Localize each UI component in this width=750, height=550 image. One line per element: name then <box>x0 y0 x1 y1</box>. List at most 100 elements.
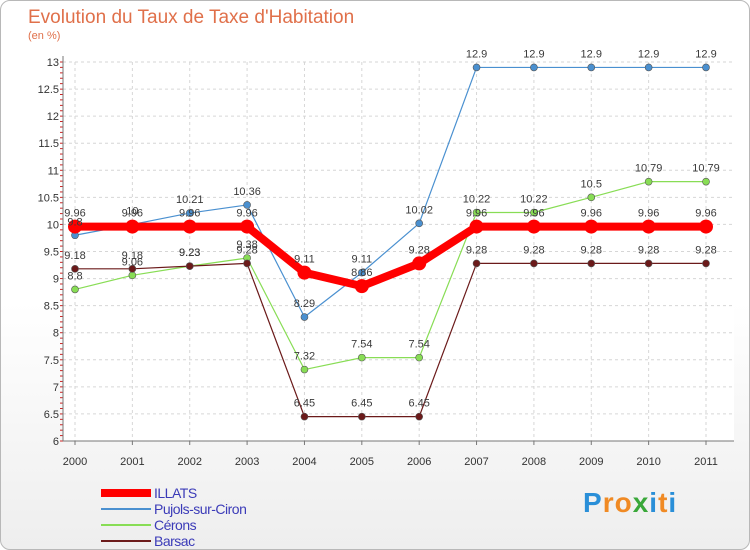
data-point <box>415 412 423 421</box>
y-tick-label: 6.5 <box>44 409 59 421</box>
data-label: 8.8 <box>67 270 82 282</box>
data-label: 8.86 <box>351 267 372 279</box>
data-label: 10.02 <box>405 204 433 216</box>
y-tick-label: 6 <box>53 436 59 448</box>
data-point <box>641 219 656 234</box>
legend-swatch <box>101 524 151 526</box>
data-point <box>182 219 197 234</box>
x-tick-label: 2010 <box>636 456 660 468</box>
data-label: 9.06 <box>122 256 143 268</box>
data-label: 9.28 <box>466 244 487 256</box>
data-point <box>530 259 538 268</box>
data-point <box>472 208 481 217</box>
logo-letter: r <box>602 487 615 518</box>
x-tick-label: 2001 <box>120 456 144 468</box>
legend-swatch <box>101 508 151 510</box>
data-point <box>587 259 596 268</box>
data-point <box>472 259 481 268</box>
data-point <box>243 259 251 268</box>
data-label: 7.32 <box>294 351 315 363</box>
chart-title: Evolution du Taux de Taxe d'Habitation <box>28 7 355 28</box>
data-label: 6.45 <box>351 398 372 410</box>
logo-letter: i <box>649 487 659 518</box>
data-label: 9.96 <box>581 208 602 220</box>
legend-swatch <box>101 540 151 542</box>
y-tick-label: 7.5 <box>44 355 59 367</box>
legend-label: Cérons <box>154 517 197 533</box>
data-point <box>128 271 137 280</box>
series-line-0 <box>71 222 710 291</box>
data-point <box>185 209 194 217</box>
series-line-2 <box>74 181 707 371</box>
data-label: 9.96 <box>523 208 544 220</box>
data-label: 9.23 <box>179 247 200 259</box>
data-label: 9.28 <box>236 244 257 256</box>
y-tick-label: 9.5 <box>44 247 59 259</box>
chart-subtitle: (en %) <box>28 30 61 42</box>
data-point <box>587 63 596 72</box>
x-tick-label: 2011 <box>694 456 718 468</box>
data-label: 12.9 <box>695 48 716 60</box>
data-point <box>699 219 713 234</box>
data-point <box>125 219 140 234</box>
data-point <box>68 219 82 234</box>
legend-swatch <box>101 489 151 497</box>
data-label: 12.9 <box>466 48 487 60</box>
data-label: 12.9 <box>523 48 544 60</box>
logo-letter: i <box>668 487 678 518</box>
data-point <box>71 265 79 273</box>
data-label: 9.96 <box>122 208 143 220</box>
data-point <box>702 63 710 72</box>
data-point <box>300 412 309 421</box>
y-tick-label: 11.5 <box>38 138 59 150</box>
data-label: 9.96 <box>64 208 85 220</box>
data-label: 9.11 <box>294 254 315 266</box>
data-point <box>469 219 484 234</box>
y-tick-label: 12 <box>47 111 59 123</box>
data-label: 9.11 <box>352 254 373 266</box>
data-point <box>354 279 369 294</box>
proxiti-logo: Proxiti <box>583 487 677 519</box>
y-tick-label: 10.5 <box>38 192 59 204</box>
data-point <box>358 268 366 277</box>
data-label: 9.38 <box>236 239 257 251</box>
data-point <box>185 262 194 270</box>
data-label: 9.28 <box>695 244 716 256</box>
data-point <box>472 63 481 72</box>
data-label: 9.18 <box>64 250 85 262</box>
series-line-1 <box>74 66 707 318</box>
y-tick-label: 13 <box>47 57 59 69</box>
data-point <box>415 219 423 228</box>
data-label: 9.96 <box>236 208 257 220</box>
data-point <box>526 219 541 234</box>
data-point <box>240 219 255 234</box>
y-tick-label: 10 <box>47 219 59 231</box>
x-tick-label: 2006 <box>407 456 431 468</box>
data-point <box>587 193 596 202</box>
data-label: 12.9 <box>581 48 602 60</box>
logo-letter: x <box>632 487 650 518</box>
series-line-3 <box>74 262 707 418</box>
data-label: 9.96 <box>179 208 200 220</box>
legend-label: Barsac <box>154 533 195 549</box>
data-point <box>644 63 653 72</box>
data-label: 10.21 <box>176 194 204 206</box>
data-label: 9.96 <box>466 208 487 220</box>
data-label: 6.45 <box>294 398 315 410</box>
data-label: 10.5 <box>581 178 602 190</box>
data-label: 9.96 <box>638 208 659 220</box>
data-label: 10.22 <box>463 194 491 206</box>
data-label: 9.28 <box>638 244 659 256</box>
data-label: 9.18 <box>122 250 143 262</box>
data-point <box>412 256 427 271</box>
y-tick-label: 8.5 <box>44 301 59 313</box>
data-point <box>128 265 137 273</box>
data-label: 6.45 <box>408 398 429 410</box>
data-point <box>71 285 79 294</box>
y-tick-label: 8 <box>53 328 59 340</box>
data-label: 10.79 <box>635 163 663 175</box>
logo-letter: P <box>583 487 603 518</box>
data-label: 9.28 <box>408 244 429 256</box>
data-label: 7.54 <box>408 339 429 351</box>
